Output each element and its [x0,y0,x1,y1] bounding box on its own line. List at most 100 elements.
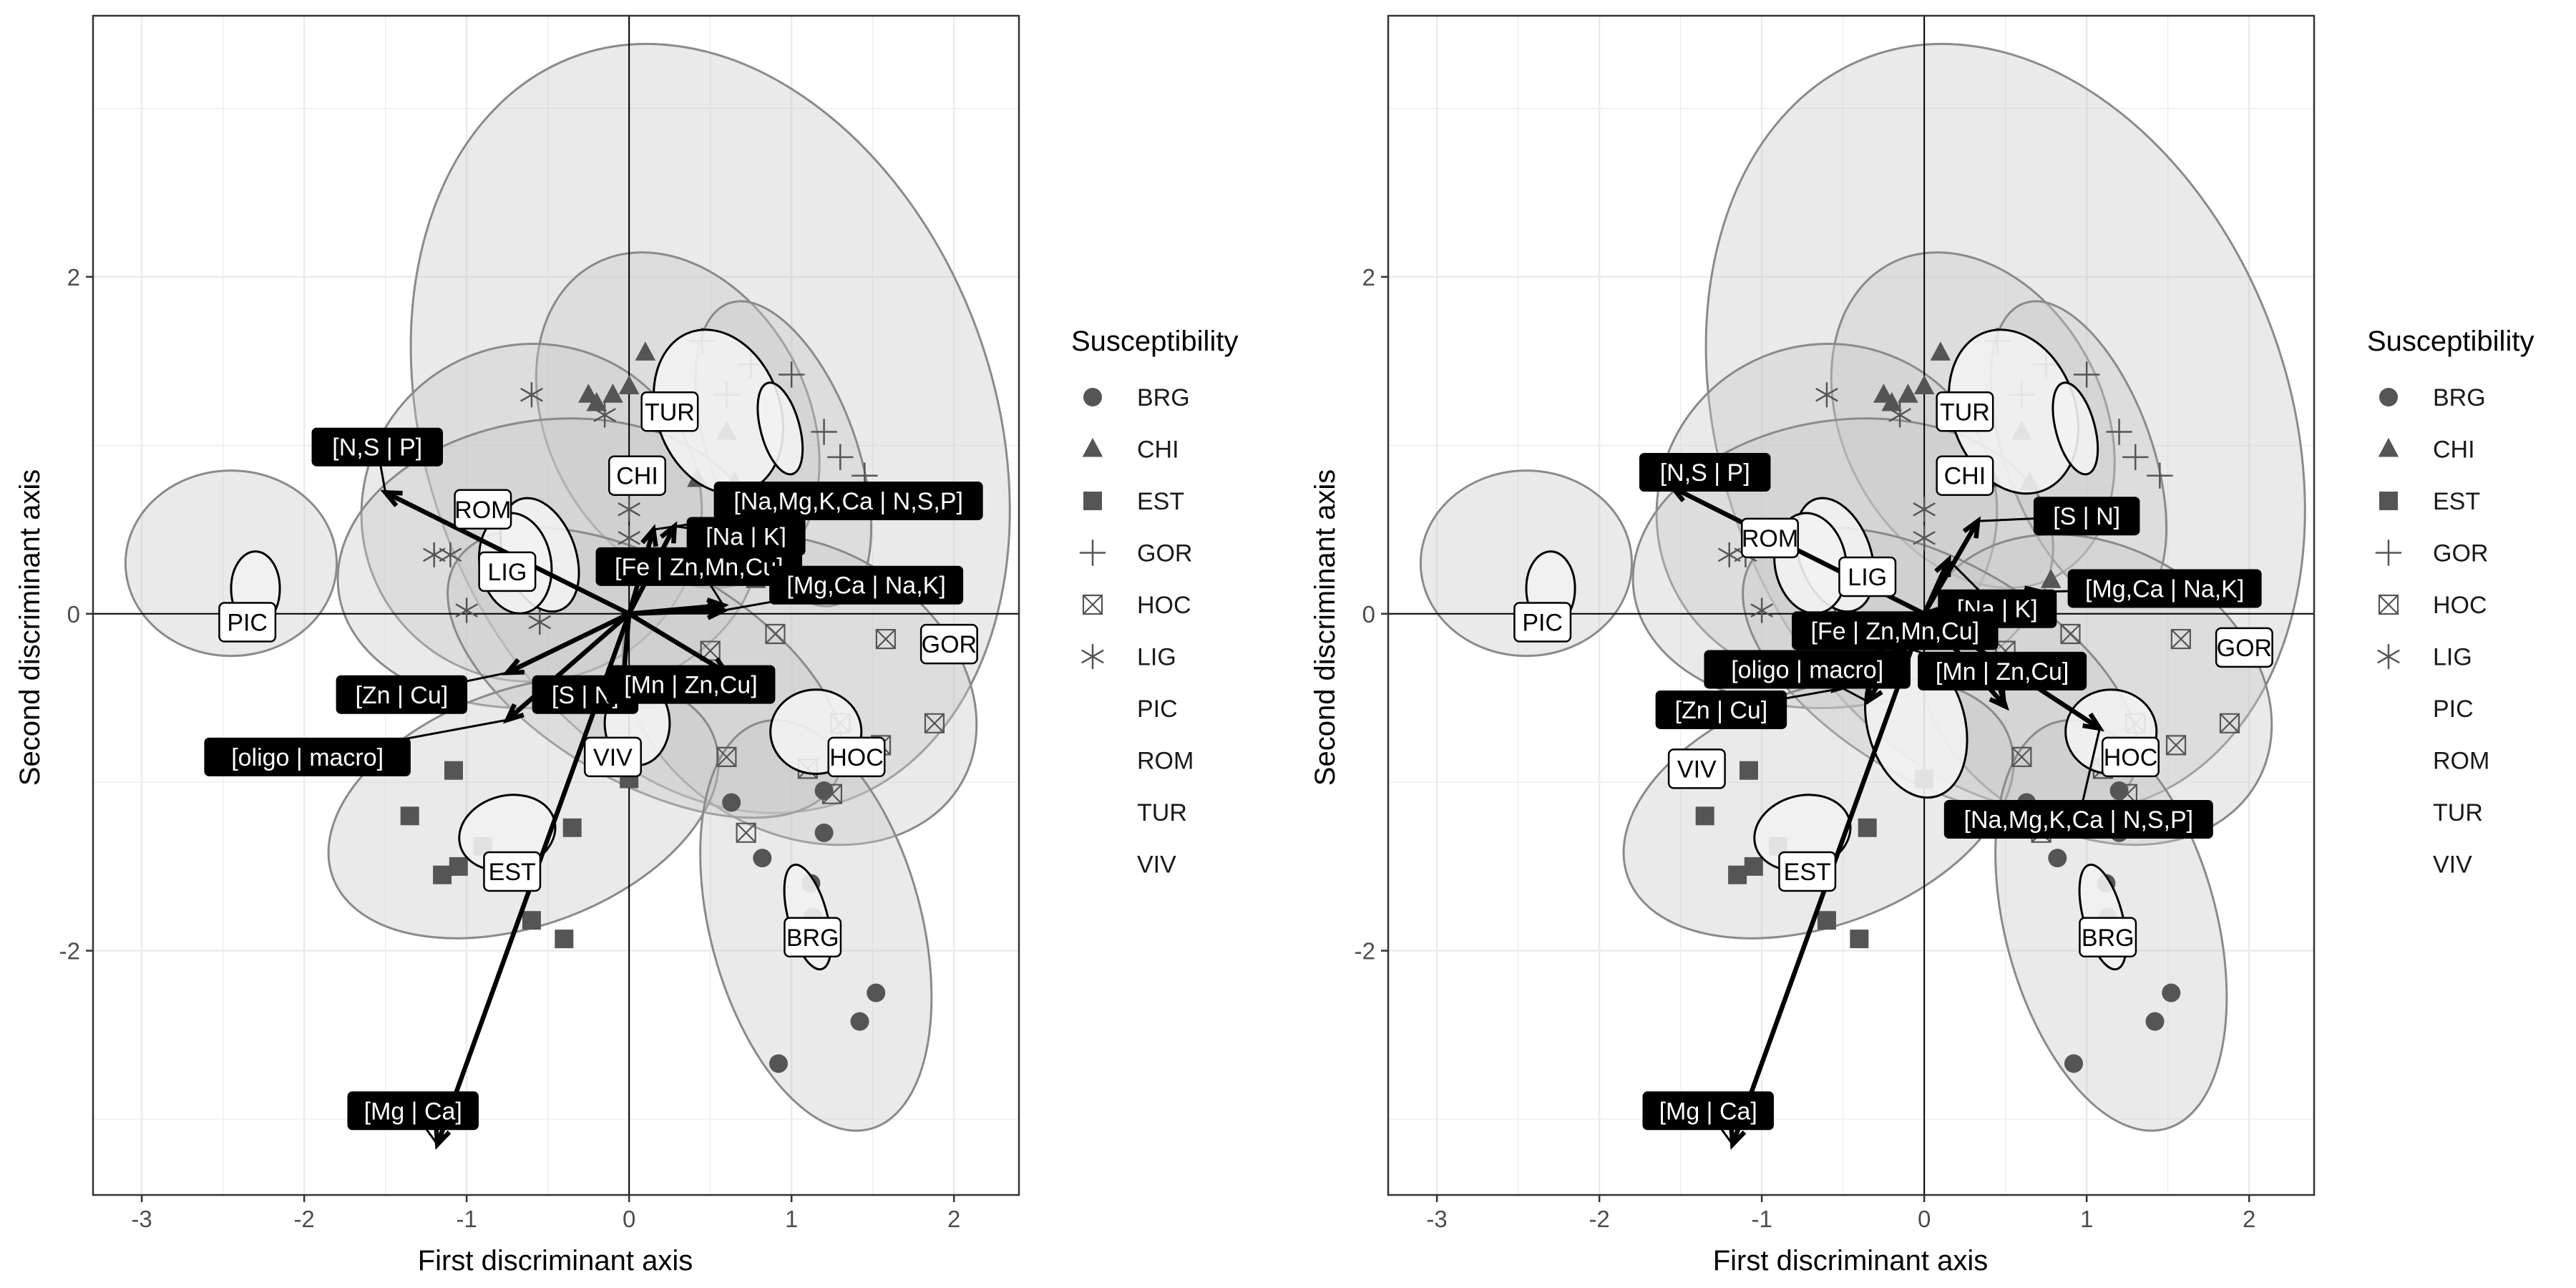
panel-a-group-label-est-box [483,851,542,892]
panel-b-point-hoc [2219,713,2240,733]
panel-a-y-tick-label: -2 [59,938,80,965]
panel-a-point-hoc [765,623,786,645]
panel-a-y-tick-label: 0 [67,601,80,628]
legend-a-entry-brg: BRG [1083,384,1190,411]
panel-b-group-label-brg-text: BRG [2082,924,2135,952]
panel-a-x-axis-label: First discriminant axis [418,1245,693,1277]
panel-b-group-label-est-box [1778,851,1837,892]
legend-a-entry-rom: ROM [1137,748,1194,775]
panel-a-group-label-lig-box [478,551,537,592]
panel-a-panel-border [92,14,1020,1196]
panel-b-plot-area: [N,S | P][S | N][Na | K][Fe | Zn,Mn,Cu][… [1355,14,2316,1232]
legend-b-entry-pic: PIC [2433,696,2474,723]
panel-b-point-est [1695,806,1714,826]
panel-b-group-label-rom-box [1740,517,1799,559]
panel-a-arrow-label-text: [Na,Mg,K,Ca | N,S,P] [733,488,963,515]
legend-a-key-chi [1082,437,1103,457]
legend-a-entry-est: EST [1083,488,1184,515]
panel-b-point-lig [1913,497,1936,522]
panel-b-arrow-label: [Na,Mg,K,Ca | N,S,P] [1943,799,2213,839]
panel-a-arrow-label-text: [Zn | Cu] [355,682,448,709]
panel-b-arrow-label-text: [N,S | P] [1660,459,1750,487]
panel-a-y-axis-label: Second discriminant axis [14,469,46,786]
panel-b-arrow-label-box [1943,799,2213,839]
panel-b-group-label-est-text: EST [1784,859,1831,886]
panel-a-point-est [400,806,419,826]
legend-b-entry-lig: LIG [2377,644,2472,671]
panel-a-x-tick-label: 2 [947,1206,960,1232]
panel-b-point-hoc [2170,628,2191,650]
panel-b-point-chi [1898,384,1918,403]
panel-a-arrow-shaft [629,608,719,617]
panel-a-point-hoc [736,822,756,843]
panel-a-group-label-gor: GOR [919,623,978,665]
panel-a-arrow-shaft [509,611,630,673]
panel-b-point-brg [2109,781,2129,800]
panel-a-point-chi [618,375,640,394]
panel-a-group-label-pic-box [218,602,277,643]
panel-b-group-label-gor-text: GOR [2217,635,2272,662]
panel-b-group-label-pic: PIC [1513,602,1572,643]
panel-b-x-tick-label: 0 [1918,1206,1931,1232]
panel-b-arrow-label-box [1655,690,1787,729]
panel-b-arrow-label: [S | N] [2033,497,2140,536]
panel-a-group-label-brg-text: BRG [786,924,839,952]
panel-b-x-tick-label: -3 [1426,1206,1447,1232]
legend-b-key-gor [2375,540,2402,566]
legend-a-key-brg [1083,388,1102,406]
panel-b-point-brg [2048,849,2067,868]
panel-b-point-hoc [2165,735,2187,756]
panel-a-point-brg [850,1012,869,1031]
panel-a-arrow-label: [Fe | Zn,Mn,Cu] [595,547,803,586]
panel-a-x-tick-label: -1 [456,1206,477,1232]
panel-b-arrow-label-box [2067,569,2262,608]
panel-a-arrow-label: [N,S | P] [311,427,444,467]
panel-b-point-gor [2147,462,2173,489]
panel-a-group-label-brg: BRG [784,917,842,958]
panel-b-point-hoc [2011,746,2032,767]
panel-a-point-lig [528,609,552,635]
panel-a-arrow-label-text: [Fe | Zn,Mn,Cu] [615,554,784,581]
panel-b-point-est [1858,818,1877,837]
panel-a-group-label-tur-text: TUR [645,399,695,426]
panel-a-point-hoc [924,713,945,733]
panel-a-point-est [555,930,574,949]
panel-a-arrow-label-box [311,427,444,467]
panel-b-y-tick-label: 0 [1362,601,1375,628]
panel-a-point-lig [520,382,543,408]
panel-a-point-lig [439,542,462,567]
panel-a-y-tick-label: 2 [67,264,80,291]
panel-a-point-est [444,761,463,780]
panel-a-x-tick-label: 1 [785,1206,798,1232]
panel-a-arrow-label: [Zn | Cu] [336,675,468,714]
panel-b-group-label-lig-text: LIG [1848,564,1887,591]
panel-a-group-label-viv-box [583,736,642,778]
panel-a-arrow-label-box [606,665,776,704]
panel-a-group-label-est-text: EST [489,859,536,886]
panel-b-group-label-tur-box [1936,391,1994,432]
panel-b-arrow-label: [Mg,Ca | Na,K] [2067,569,2262,608]
panel-a-arrow-label-text: [Mg | Ca] [364,1098,462,1125]
panel-b-point-lig [1913,525,1936,551]
legend-b-entry-est: EST [2379,488,2480,515]
legend-a-entry-lig: LIG [1081,644,1176,671]
panel-a-ellipse-pic [124,469,338,658]
legend-a: Susceptibility BRG CHI EST GOR HOC LIG PIC ROM T… [1071,326,1238,879]
legend-a-label-rom: ROM [1137,748,1194,775]
panel-b-panel-border [1387,14,2316,1196]
panel-b-point-est [1817,911,1836,930]
panel-b-x-tick-label: -1 [1751,1206,1772,1232]
panel-b-point-gor [2073,361,2100,388]
panel-a-arrow-label: [oligo | macro] [204,737,411,776]
panel-a-arrow-label-box [769,565,964,605]
panel-a-point-gor [827,444,854,471]
legend-a-entry-pic: PIC [1137,696,1178,723]
legend-b-entry-hoc: HOC [2378,592,2487,619]
panel-a-point-lig [618,497,640,522]
legend-a-label-est: EST [1137,488,1184,515]
panel-b-point-lig [1888,402,1911,428]
panel-b-arrow-label: [Fe | Zn,Mn,Cu] [1792,611,1999,650]
panel-b-x-axis-label: First discriminant axis [1713,1245,1989,1277]
legend-b-entry-chi: CHI [2378,436,2475,464]
panel-b-arrow-label-text: [Fe | Zn,Mn,Cu] [1811,618,1980,645]
